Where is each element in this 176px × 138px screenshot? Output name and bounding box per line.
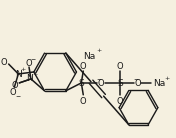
Text: −: − (133, 76, 138, 81)
Text: +: + (21, 67, 26, 72)
Text: O: O (26, 59, 32, 68)
Text: −: − (16, 94, 21, 99)
Text: O: O (9, 88, 16, 97)
Text: O: O (80, 62, 87, 71)
Text: Na: Na (153, 79, 165, 88)
Text: −: − (30, 56, 36, 61)
Text: +: + (96, 48, 101, 53)
Text: O: O (97, 79, 104, 88)
Text: Na: Na (83, 52, 95, 61)
Text: +: + (32, 72, 37, 77)
Text: N: N (15, 71, 22, 79)
Text: O: O (134, 79, 141, 88)
Text: O: O (1, 58, 7, 67)
Text: O: O (117, 97, 123, 106)
Text: N: N (27, 75, 33, 83)
Text: O: O (11, 81, 18, 90)
Text: O: O (80, 97, 87, 106)
Text: S: S (78, 79, 84, 88)
Text: O: O (117, 62, 123, 71)
Text: S: S (117, 79, 123, 88)
Text: −: − (96, 76, 101, 81)
Text: +: + (164, 76, 169, 81)
